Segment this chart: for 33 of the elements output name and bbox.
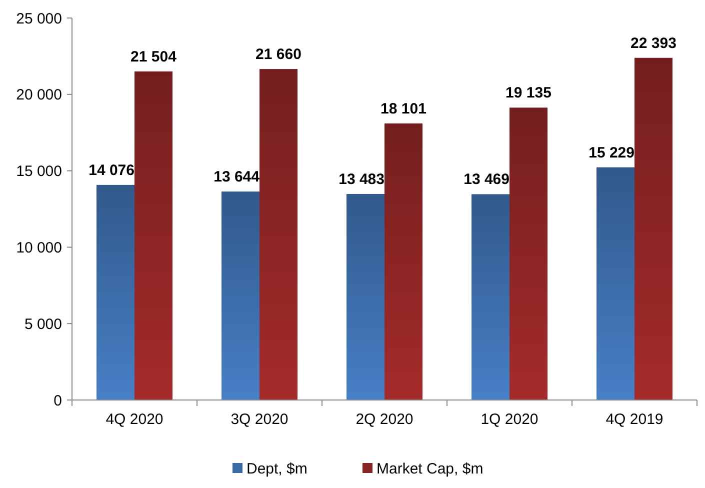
bar bbox=[346, 194, 384, 400]
bar bbox=[134, 71, 172, 400]
y-tick-label: 10 000 bbox=[16, 239, 62, 256]
x-tick-label: 4Q 2020 bbox=[106, 411, 164, 428]
x-tick-label: 3Q 2020 bbox=[230, 411, 288, 428]
bar bbox=[596, 167, 634, 400]
y-tick-label: 0 bbox=[54, 392, 62, 410]
data-label: 21 504 bbox=[130, 48, 178, 66]
data-label: 18 101 bbox=[380, 100, 426, 118]
x-tick-label: 1Q 2020 bbox=[480, 411, 538, 428]
bar bbox=[222, 192, 260, 400]
data-label: 15 229 bbox=[588, 144, 634, 162]
bar bbox=[472, 194, 510, 400]
bar bbox=[634, 58, 672, 400]
data-label: 13 483 bbox=[338, 170, 384, 188]
data-label: 13 469 bbox=[464, 171, 510, 188]
legend-label: Market Cap, $m bbox=[376, 460, 484, 478]
x-tick-label: 2Q 2020 bbox=[356, 411, 414, 428]
data-label: 21 660 bbox=[256, 46, 302, 64]
data-label: 13 644 bbox=[214, 168, 260, 186]
bar bbox=[96, 184, 134, 400]
y-tick-label: 15 000 bbox=[16, 163, 62, 180]
x-tick-label: 4Q 2019 bbox=[606, 411, 664, 428]
data-label: 19 135 bbox=[506, 84, 552, 102]
legend-label: Dept, $m bbox=[246, 460, 308, 478]
bar bbox=[260, 69, 298, 400]
bar bbox=[384, 123, 422, 400]
bar bbox=[510, 108, 548, 400]
y-tick-label: 25 000 bbox=[16, 10, 62, 28]
data-label: 22 393 bbox=[630, 34, 676, 52]
y-tick-label: 20 000 bbox=[16, 86, 62, 104]
data-label: 14 076 bbox=[88, 162, 134, 179]
y-tick-label: 5 000 bbox=[24, 316, 62, 333]
